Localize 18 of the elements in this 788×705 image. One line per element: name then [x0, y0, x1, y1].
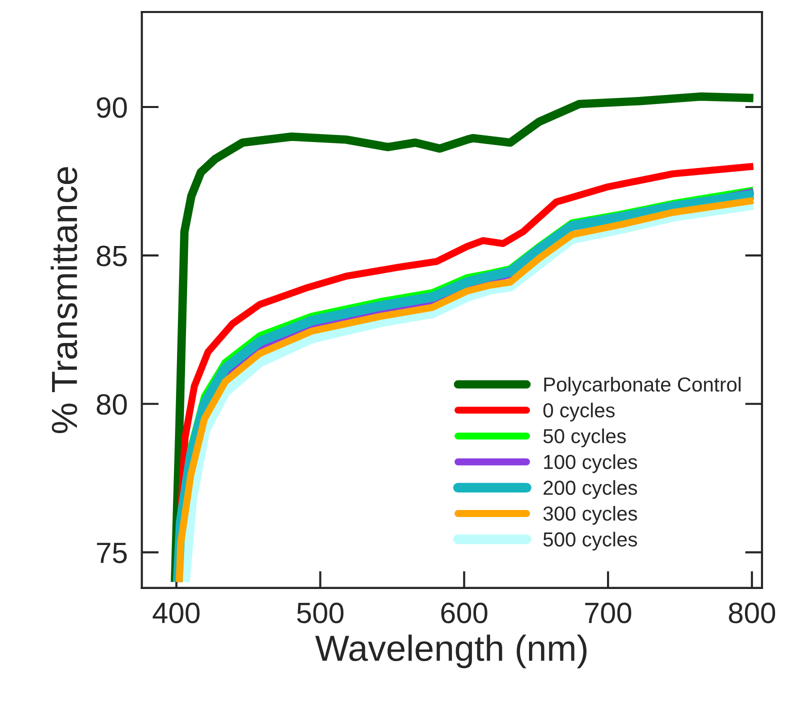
- legend-label: Polycarbonate Control: [544, 376, 741, 396]
- y-axis-title: % Transmittance: [50, 167, 78, 434]
- y-tick-label: 85: [96, 246, 127, 266]
- legend-label: 100 cycles: [544, 454, 638, 474]
- x-tick-label: 500: [297, 602, 344, 624]
- legend-label: 0 cycles: [543, 402, 615, 422]
- y-tick-label: 80: [96, 394, 127, 415]
- x-axis-title: Wavelength (nm): [315, 634, 586, 668]
- legend-label: 300 cycles: [543, 506, 638, 525]
- legend-label: 50 cycles: [543, 428, 626, 448]
- x-tick-label: 800: [728, 602, 776, 624]
- x-tick-label: 400: [152, 602, 200, 624]
- y-tick-label: 90: [96, 97, 127, 118]
- legend-label: 200 cycles: [544, 480, 638, 499]
- legend-label: 500 cycles: [543, 532, 638, 551]
- y-tick-label: 75: [97, 542, 127, 564]
- x-tick-label: 600: [441, 602, 488, 624]
- x-tick-label: 700: [585, 602, 632, 624]
